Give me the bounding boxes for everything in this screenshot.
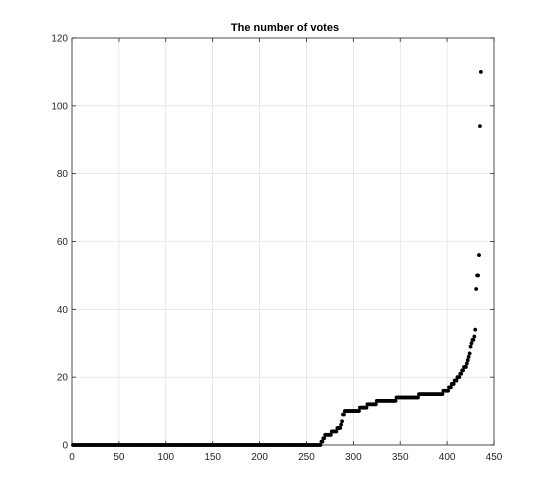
- data-point: [334, 429, 339, 434]
- y-tick-label: 80: [57, 169, 69, 180]
- data-point: [465, 358, 470, 363]
- x-tick-label: 250: [298, 452, 315, 463]
- data-point: [393, 399, 398, 403]
- x-tick-label: 300: [345, 452, 362, 463]
- data-point: [469, 341, 474, 346]
- chart-title: The number of votes: [231, 22, 339, 34]
- data-point: [357, 409, 361, 413]
- data-point: [474, 287, 479, 291]
- data-point: [318, 443, 323, 447]
- grid: [71, 37, 495, 446]
- data-point: [457, 375, 462, 380]
- data-point: [464, 361, 469, 366]
- y-tick-label: 20: [57, 373, 69, 384]
- data-point: [340, 419, 344, 424]
- data-point: [478, 124, 482, 129]
- data-point: [473, 327, 478, 332]
- data-point: [476, 273, 480, 278]
- data-point: [416, 395, 420, 400]
- data-point: [454, 378, 459, 383]
- data-point: [471, 337, 476, 342]
- data-point: [478, 70, 483, 74]
- axis-ticks: 0 50 100 150 200 250 300 350 400 450 0 20 40 60 80 100 1…: [51, 34, 502, 464]
- data-point: [322, 436, 327, 441]
- data-point: [477, 253, 481, 257]
- data-point: [459, 371, 464, 376]
- x-tick-label: 400: [439, 452, 456, 463]
- data-point: [339, 422, 344, 427]
- data-point: [466, 354, 471, 359]
- y-tick-label: 0: [62, 441, 68, 452]
- x-tick-label: 150: [204, 452, 221, 463]
- data-point: [472, 334, 477, 339]
- y-tick-label: 120: [51, 34, 68, 45]
- data-point: [320, 439, 325, 444]
- data-point: [463, 365, 468, 369]
- y-tick-label: 40: [57, 305, 69, 316]
- x-tick-label: 200: [251, 452, 268, 463]
- data-point: [451, 382, 456, 386]
- x-tick-label: 350: [392, 452, 409, 463]
- data-point: [373, 402, 378, 407]
- data-point: [467, 351, 472, 356]
- data-points: [71, 70, 483, 447]
- data-point: [461, 368, 465, 373]
- y-tick-label: 60: [57, 237, 69, 248]
- data-point: [440, 392, 445, 397]
- data-point: [468, 344, 473, 349]
- data-point: [328, 432, 333, 437]
- x-tick-label: 450: [486, 452, 503, 463]
- data-point: [338, 426, 343, 430]
- y-tick-label: 100: [51, 101, 68, 112]
- x-tick-label: 100: [157, 452, 174, 463]
- x-tick-label: 0: [69, 452, 75, 463]
- data-point: [342, 412, 346, 417]
- data-point: [448, 385, 453, 390]
- x-tick-label: 50: [113, 452, 125, 463]
- data-point: [446, 388, 450, 393]
- data-point: [364, 405, 369, 410]
